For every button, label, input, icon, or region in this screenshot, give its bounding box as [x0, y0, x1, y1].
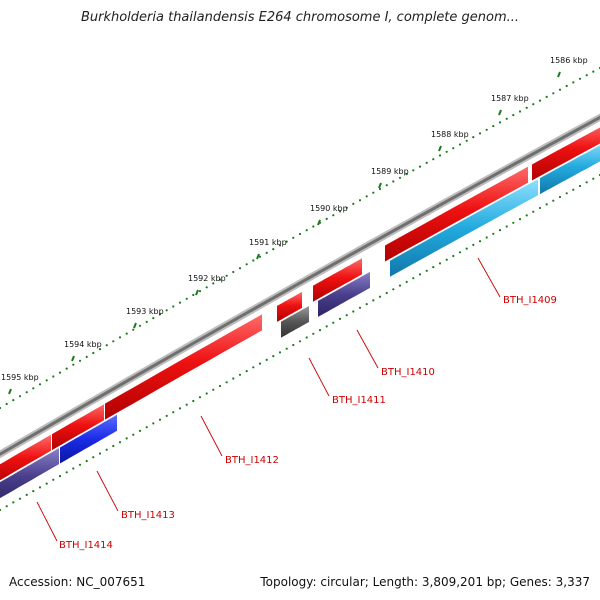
gene-label[interactable]: BTH_I1411: [332, 395, 386, 406]
gene-leader-line: [356, 329, 379, 369]
scale-tick-labels: 1586 kbp 1587 kbp 1588 kbp 1589 kbp 1590 kbp…: [1, 56, 588, 382]
gene-bar-BTH_I1409b[interactable]: [532, 122, 600, 181]
scale-tick-label: 1590 kbp: [310, 204, 348, 213]
scale-tick-mark: [256, 253, 260, 260]
scale-tick-mark: [133, 322, 137, 329]
gene-label[interactable]: BTH_I1413: [121, 510, 175, 521]
scale-tick-label: 1587 kbp: [491, 94, 529, 103]
misc-bar-BTH_I1411[interactable]: [281, 306, 309, 338]
gene-bar-BTH_I1412[interactable]: [105, 314, 262, 420]
scale-tick-label: 1589 kbp: [371, 167, 409, 176]
scale-tick-mark: [438, 145, 442, 152]
gene-leader-line: [308, 357, 330, 397]
scale-tick-label: 1593 kbp: [126, 307, 164, 316]
gene-label[interactable]: BTH_I1412: [225, 455, 279, 466]
scale-tick-label: 1586 kbp: [550, 56, 588, 65]
scale-tick-mark: [71, 355, 75, 362]
gene-bar-BTH_I1409[interactable]: [385, 166, 528, 262]
gene-label[interactable]: BTH_I1409: [503, 295, 557, 306]
scale-tick-label: 1592 kbp: [188, 274, 226, 283]
gene-features: [0, 122, 600, 504]
map-title: Burkholderia thailandensis E264 chromoso…: [80, 10, 520, 25]
cds-bar-BTH_I1410[interactable]: [318, 271, 370, 317]
gene-leader-line: [96, 470, 119, 512]
backbone: [0, 113, 600, 459]
cds-bar-BTH_I1409b[interactable]: [540, 140, 600, 195]
gene-label[interactable]: BTH_I1410: [381, 367, 435, 378]
gene-bar-BTH_I1413[interactable]: [52, 404, 104, 451]
gene-bar-BTH_I1410[interactable]: [313, 258, 362, 302]
gene-leader-line: [200, 415, 223, 457]
gene-bar-BTH_I1411[interactable]: [277, 291, 302, 322]
scale-track: [0, 66, 600, 512]
gene-leader-line: [36, 501, 58, 542]
cds-bar-BTH_I1409[interactable]: [390, 179, 538, 277]
scale-tick-mark: [498, 109, 502, 116]
scale-tick-mark: [8, 388, 12, 395]
gene-leader-line: [477, 257, 501, 298]
scale-tick-label: 1595 kbp: [1, 373, 39, 382]
gene-label[interactable]: BTH_I1414: [59, 540, 113, 551]
scale-tick-mark: [378, 182, 382, 189]
gene-labels: BTH_I1409 BTH_I1410 BTH_I1411 BTH_I1412 BTH_…: [36, 257, 557, 551]
cds-bar-BTH_I1414[interactable]: [0, 448, 59, 504]
scale-tick-label: 1594 kbp: [64, 340, 102, 349]
gene-bar-BTH_I1414[interactable]: [0, 434, 51, 486]
scale-tick-label: 1588 kbp: [431, 130, 469, 139]
scale-tick-mark: [557, 71, 561, 78]
cds-bar-BTH_I1413[interactable]: [60, 414, 117, 464]
genome-summary: Topology: circular; Length: 3,809,201 bp…: [260, 575, 590, 589]
scale-tick-mark: [195, 289, 199, 296]
accession-text: Accession: NC_007651: [9, 575, 146, 589]
scale-tick-label: 1591 kbp: [249, 238, 287, 247]
scale-tick-mark: [317, 219, 321, 226]
